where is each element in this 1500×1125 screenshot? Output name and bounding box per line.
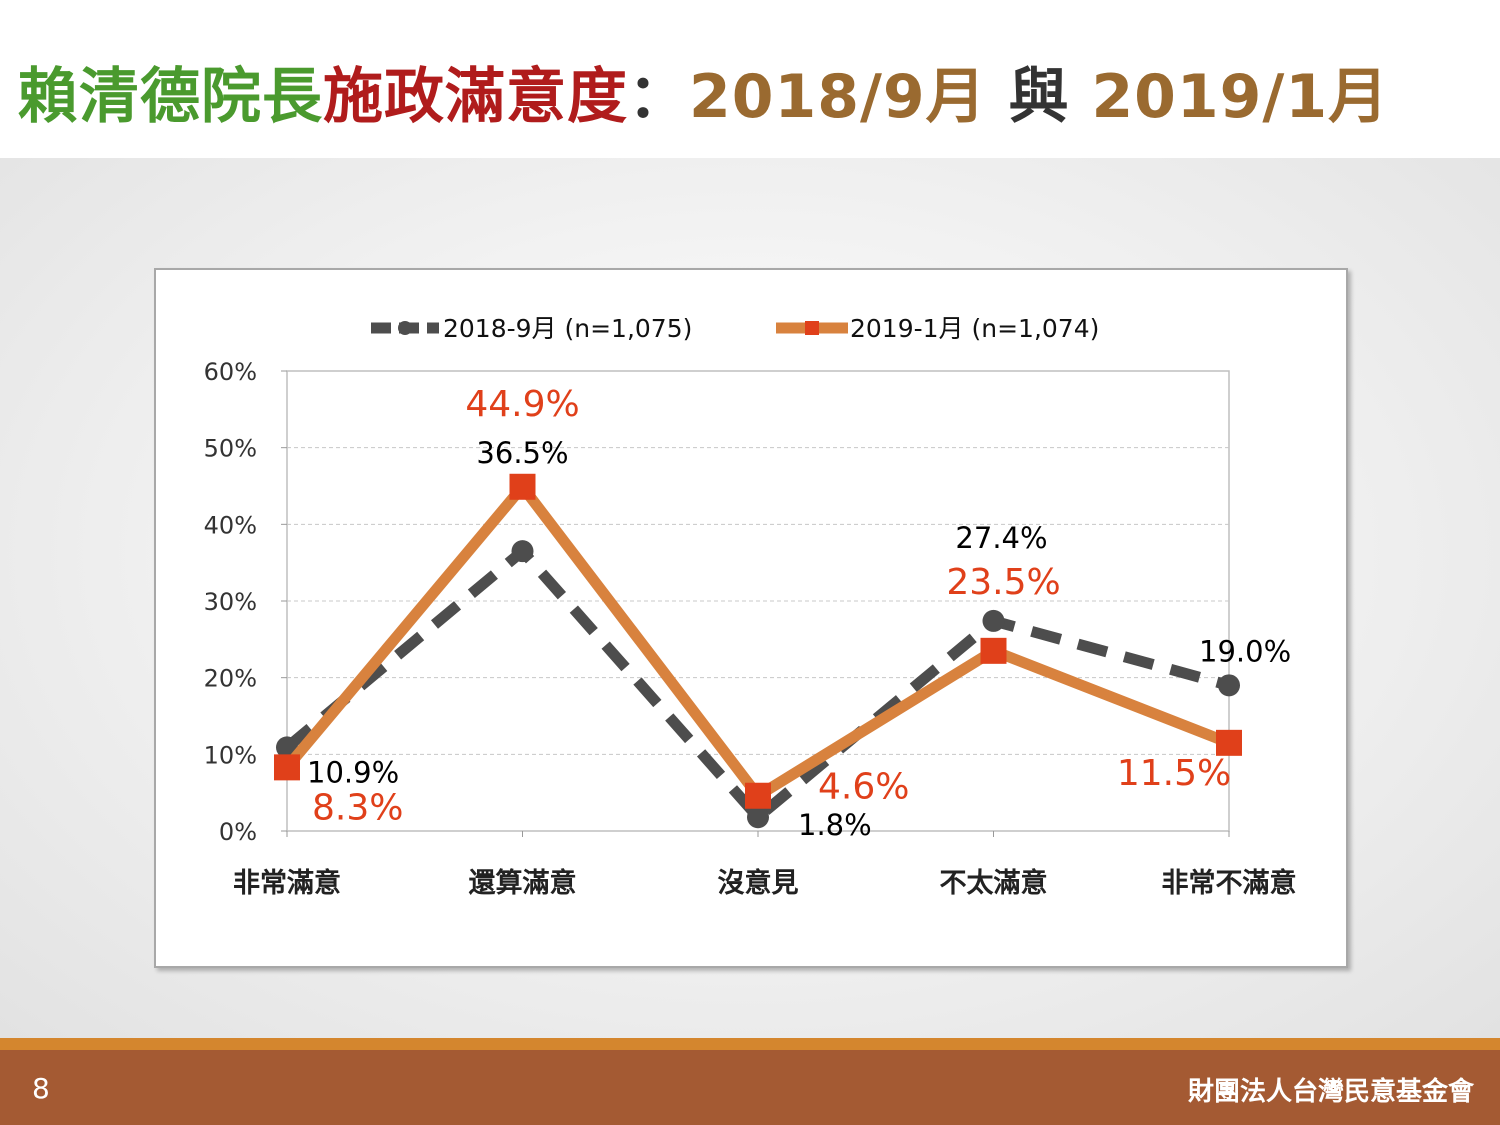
series-1-data-label: 36.5% — [476, 436, 568, 470]
title-part-3: ： — [628, 62, 689, 132]
y-tick-label: 50% — [204, 435, 257, 463]
title-part-6: 2019/1月 — [1091, 62, 1390, 132]
legend-label-1: 2018-9月 (n=1,075) — [443, 314, 692, 343]
y-tick-label: 0% — [219, 818, 257, 846]
series-1-point — [511, 540, 534, 563]
series-2-data-label: 8.3% — [312, 787, 403, 828]
x-tick-label: 非常不滿意 — [1162, 867, 1297, 899]
series-1-data-label: 19.0% — [1199, 634, 1291, 668]
series-1-data-label: 1.8% — [798, 808, 872, 842]
x-tick-label: 不太滿意 — [940, 867, 1048, 899]
title-part-2: 施政滿意度 — [323, 62, 628, 132]
title-part-4: 2018/9月 — [689, 62, 987, 132]
y-tick-label: 60% — [204, 358, 257, 386]
series-2-data-label: 4.6% — [818, 767, 909, 808]
series-2-data-label: 23.5% — [946, 562, 1060, 603]
y-tick-label: 10% — [204, 741, 257, 769]
title-bar: 賴清德院長施政滿意度：2018/9月 與 2019/1月 — [0, 0, 1500, 158]
series-2-point — [745, 782, 771, 809]
line-chart: 0% 10% 20% 30% 40% 50% 60% 非常滿意 還算滿意 沒意見 不太滿意 非常不滿意… — [204, 314, 1297, 899]
y-tick-label: 20% — [204, 665, 257, 693]
legend-label-2: 2019-1月 (n=1,074) — [850, 314, 1099, 343]
series-2-data-label: 11.5% — [1117, 753, 1231, 794]
slide-title: 賴清德院長施政滿意度：2018/9月 與 2019/1月 — [18, 48, 1389, 135]
chart-frame: 0% 10% 20% 30% 40% 50% 60% 非常滿意 還算滿意 沒意見 不太滿意 非常不滿意… — [154, 268, 1348, 968]
series-1-point — [747, 806, 769, 829]
series-1-point — [982, 609, 1005, 632]
y-tick-label: 40% — [204, 511, 257, 539]
x-tick-label: 沒意見 — [718, 867, 799, 899]
x-tick-label: 還算滿意 — [469, 867, 577, 899]
series-2-data-label: 44.9% — [465, 384, 579, 425]
footer-accent-line — [0, 1038, 1500, 1050]
footer-bar — [0, 1050, 1500, 1125]
legend-marker-1 — [398, 321, 412, 335]
x-tick-label: 非常滿意 — [233, 867, 341, 899]
legend-marker-2 — [805, 321, 819, 335]
y-tick-label: 30% — [204, 588, 257, 616]
series-line-1 — [283, 545, 1231, 823]
series-1-point — [1218, 674, 1240, 697]
series-2-point — [274, 754, 300, 781]
page-number: 8 — [32, 1072, 50, 1105]
title-part-1: 賴清德院長 — [18, 62, 323, 132]
series-2-point — [1216, 729, 1242, 756]
title-part-5: 與 — [986, 62, 1092, 132]
series-2-point — [980, 637, 1007, 664]
organization-name: 財團法人台灣民意基金會 — [1187, 1077, 1474, 1107]
series-1-data-label: 10.9% — [307, 755, 399, 789]
series-2-point — [509, 473, 536, 500]
series-1-data-label: 27.4% — [955, 521, 1047, 555]
